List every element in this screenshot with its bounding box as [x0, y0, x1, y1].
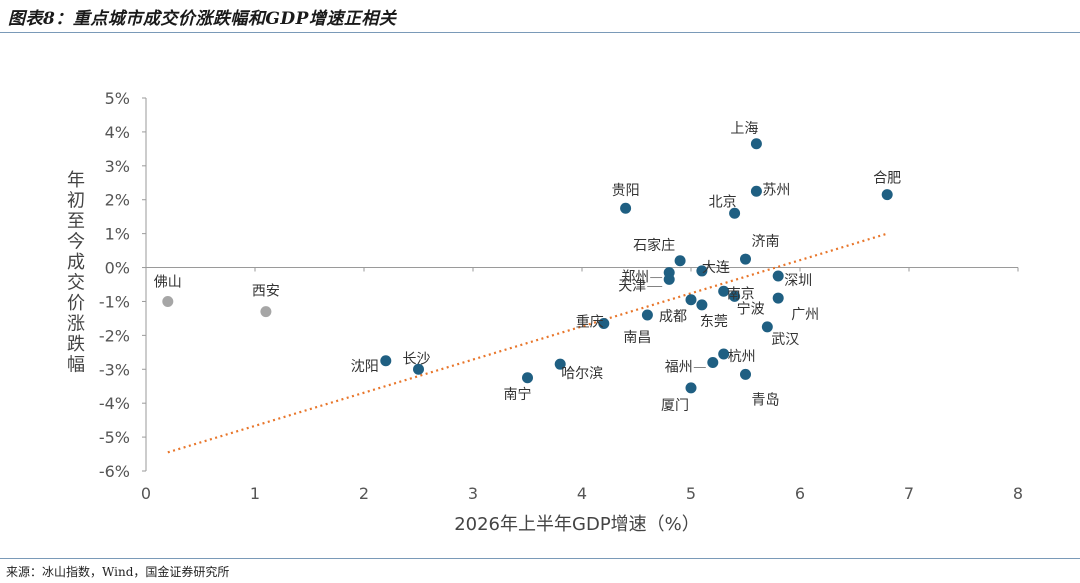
- scatter-point: [740, 368, 751, 380]
- point-label: 东莞: [700, 314, 728, 330]
- y-tick-label: -4%: [99, 394, 130, 413]
- y-axis-label-char: 年: [67, 170, 85, 191]
- point-label: 沈阳: [351, 359, 379, 375]
- y-tick-label: -2%: [99, 326, 130, 345]
- y-axis-label-char: 初: [67, 191, 85, 212]
- point-label: 成都: [659, 309, 687, 325]
- scatter-point: [718, 348, 730, 360]
- x-axis-label: 2026年上半年GDP增速（%）: [454, 514, 700, 535]
- title-rule: [0, 32, 1080, 33]
- y-axis-label-char: 交: [67, 273, 85, 294]
- scatter-point: [772, 292, 784, 304]
- scatter-point: [598, 317, 610, 329]
- scatter-point: [696, 265, 708, 277]
- point-label: 深圳: [784, 273, 812, 289]
- scatter-point: [740, 253, 751, 265]
- point-label: 合肥: [873, 171, 901, 187]
- point-label: 重庆: [576, 314, 604, 330]
- point-label: 杭州: [728, 349, 756, 365]
- point-label: 济南: [752, 234, 780, 250]
- point-label: 大连: [702, 260, 730, 276]
- x-tick-label: 7: [904, 484, 914, 503]
- y-axis-label-char: 涨: [67, 314, 85, 335]
- point-label: 哈尔滨: [561, 366, 603, 382]
- footer-rule: [0, 558, 1080, 559]
- scatter-point: [162, 295, 174, 307]
- scatter-point: [750, 138, 762, 150]
- source-note: 来源：冰山指数，Wind，国金证券研究所: [6, 565, 230, 579]
- scatter-point: [554, 358, 566, 370]
- point-label: 福州: [665, 359, 693, 375]
- x-tick-label: 8: [1013, 484, 1023, 503]
- scatter-point: [641, 309, 653, 321]
- scatter-point: [522, 372, 533, 384]
- point-label: 南昌: [623, 330, 651, 346]
- point-label: 贵阳: [612, 183, 640, 199]
- y-tick-label: -5%: [99, 428, 130, 447]
- point-label: 广州: [791, 307, 819, 323]
- x-tick-label: 2: [359, 484, 369, 503]
- scatter-point: [685, 294, 697, 306]
- scatter-point: [761, 321, 773, 333]
- scatter-point: [663, 273, 675, 285]
- y-tick-label: 2%: [105, 191, 130, 210]
- x-tick-label: 3: [468, 484, 478, 503]
- y-tick-label: 1%: [105, 225, 130, 244]
- point-label: 苏州: [762, 182, 790, 198]
- scatter-point: [620, 202, 632, 214]
- scatter-point: [729, 290, 741, 302]
- scatter-chart: -6% -5% -4% -3% -2% -1% 0% 1% 2% 3% 4% 5% 0 1 2 3 4 5 6 7 8…: [67, 89, 1023, 535]
- x-tick-label: 0: [141, 484, 151, 503]
- y-axis-label-char: 跌: [67, 334, 85, 355]
- scatter-point: [674, 255, 686, 267]
- y-tick-label: 5%: [105, 89, 130, 108]
- y-tick-label: 3%: [105, 157, 130, 176]
- point-label: 上海: [730, 121, 758, 137]
- point-label: 天津: [618, 278, 646, 294]
- point-label: 武汉: [771, 332, 799, 348]
- point-label: 佛山: [154, 274, 182, 290]
- scatter-point: [260, 306, 272, 318]
- point-label: 石家庄: [633, 237, 675, 254]
- x-tick-label: 1: [250, 484, 260, 503]
- scatter-point: [380, 355, 392, 367]
- y-tick-label: 0%: [105, 259, 130, 278]
- x-tick-label: 6: [795, 484, 805, 503]
- y-axis-label-char: 今: [67, 232, 85, 253]
- trendline: [167, 232, 888, 454]
- scatter-point: [718, 285, 730, 297]
- scatter-point: [413, 363, 424, 375]
- y-tick-label: -1%: [99, 292, 130, 311]
- point-label: 南京: [727, 286, 755, 302]
- y-axis-label-char: 价: [67, 293, 85, 314]
- y-tick-label: 4%: [105, 123, 130, 142]
- scatter-point: [696, 299, 708, 311]
- point-label: 西安: [252, 284, 280, 300]
- scatter-point: [881, 189, 893, 201]
- x-tick-label: 5: [686, 484, 696, 503]
- y-tick-label: -3%: [99, 360, 130, 379]
- point-label: 长沙: [403, 351, 431, 367]
- point-label: 北京: [709, 194, 737, 210]
- scatter-point: [729, 207, 741, 219]
- x-tick-label: 4: [577, 484, 587, 503]
- scatter-point: [685, 382, 697, 394]
- y-axis-label-char: 成: [67, 252, 85, 273]
- point-label: 青岛: [752, 392, 780, 408]
- scatter-point: [750, 185, 762, 197]
- point-label: 郑州: [621, 270, 649, 286]
- scatter-point: [707, 356, 719, 368]
- scatter-point: [772, 270, 784, 282]
- y-axis-label-char: 至: [67, 211, 85, 232]
- chart-title: 图表8：重点城市成交价涨跌幅和GDP增速正相关: [8, 9, 397, 29]
- y-tick-label: -6%: [99, 462, 130, 481]
- point-label: 厦门: [661, 398, 689, 414]
- y-axis-label-char: 幅: [67, 355, 85, 376]
- point-label: 南宁: [504, 386, 532, 403]
- point-label: 宁波: [737, 300, 765, 317]
